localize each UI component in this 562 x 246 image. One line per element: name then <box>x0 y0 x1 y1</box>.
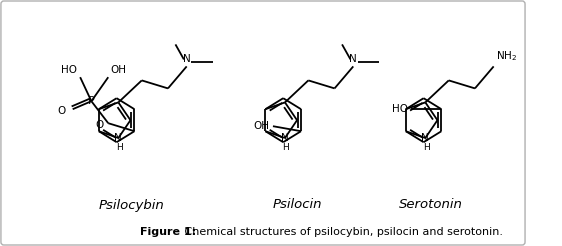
Text: Psilocin: Psilocin <box>273 199 323 212</box>
Text: OH: OH <box>110 65 126 75</box>
Text: Figure 1:: Figure 1: <box>140 227 197 237</box>
Text: Chemical structures of psilocybin, psilocin and serotonin.: Chemical structures of psilocybin, psilo… <box>180 227 502 237</box>
Text: Serotonin: Serotonin <box>398 199 463 212</box>
Text: HO: HO <box>392 104 407 114</box>
Text: HO: HO <box>61 65 78 75</box>
Text: N: N <box>422 133 429 143</box>
Text: O: O <box>58 106 66 116</box>
Text: N: N <box>281 133 289 143</box>
Text: OH: OH <box>253 121 269 131</box>
Text: Psilocybin: Psilocybin <box>98 199 164 212</box>
Text: H: H <box>116 143 123 153</box>
Text: H: H <box>423 143 430 153</box>
Text: P: P <box>88 96 95 106</box>
FancyBboxPatch shape <box>1 1 525 245</box>
Text: H: H <box>283 143 289 153</box>
Text: N: N <box>115 133 123 143</box>
Text: N: N <box>183 54 191 64</box>
Text: NH$_2$: NH$_2$ <box>496 50 518 63</box>
Text: N: N <box>350 54 357 64</box>
Text: O: O <box>96 120 103 130</box>
